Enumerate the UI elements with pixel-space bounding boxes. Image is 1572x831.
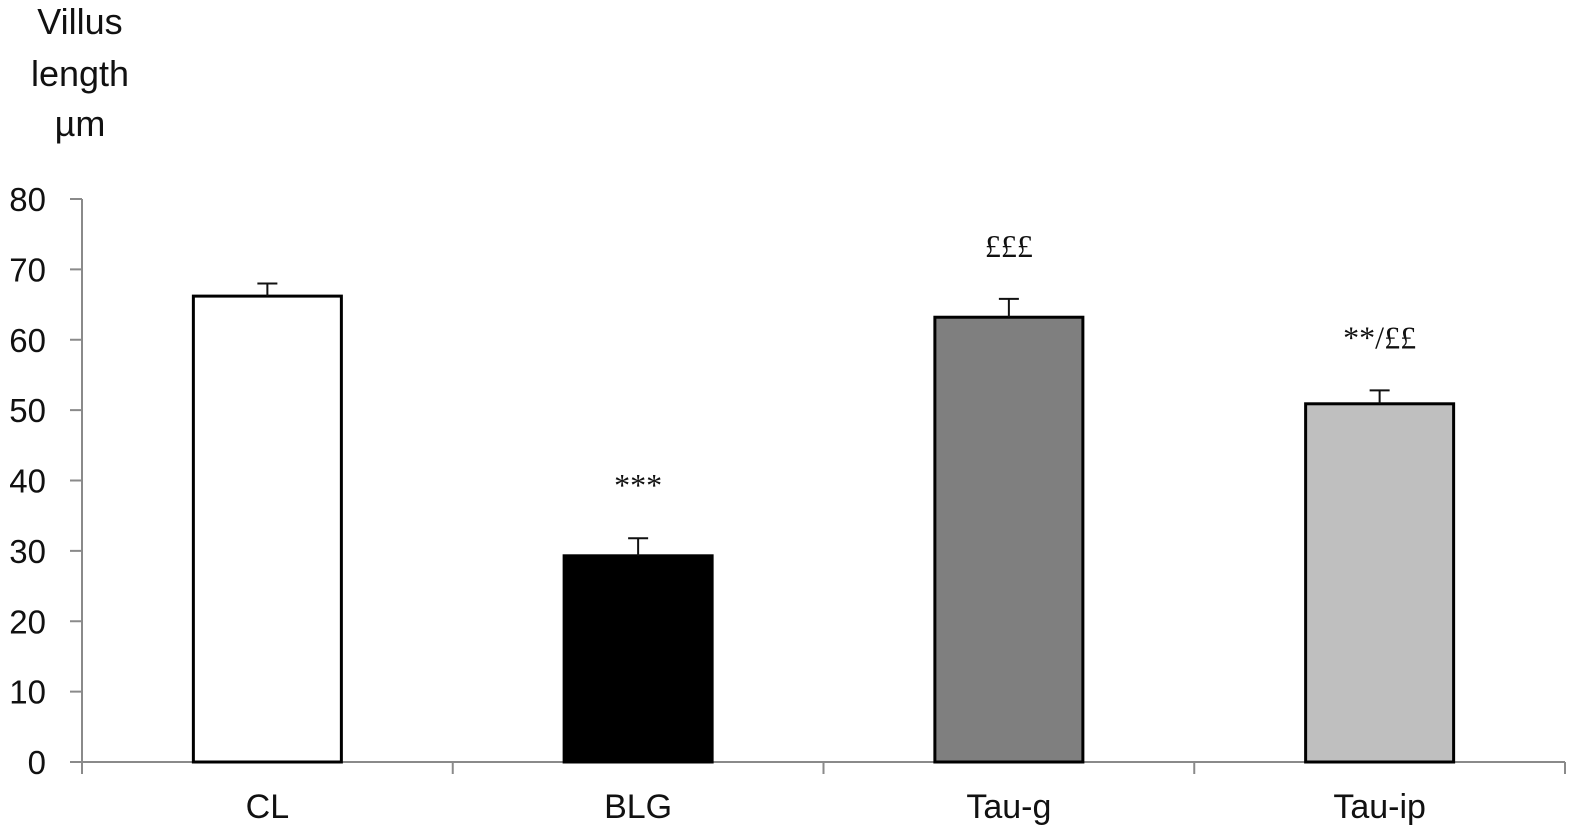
y-tick-label: 0 [28, 744, 46, 781]
labels: 0 10 20 30 40 50 60 70 80 CL *** BLG £££ Tau-g **/££ Ta… [9, 181, 1426, 826]
y-axis-title-line-3: µm [55, 103, 106, 144]
category-label: Tau-ip [1333, 788, 1426, 826]
y-tick-label: 40 [9, 463, 46, 500]
bar-tau-g [933, 315, 1085, 764]
y-tick-label: 10 [9, 674, 46, 711]
y-tick-label: 50 [9, 392, 46, 429]
y-axis-title: Villus length µm [31, 1, 129, 144]
bars [191, 282, 1456, 764]
significance-annotation: **/££ [1343, 319, 1416, 355]
y-tick-label: 20 [9, 603, 46, 640]
bar-cl [191, 294, 343, 764]
significance-annotation: £££ [985, 228, 1033, 264]
y-tick-label: 60 [9, 322, 46, 359]
y-axis-title-line-2: length [31, 53, 129, 94]
category-label: CL [246, 788, 289, 826]
bar-blg [562, 554, 714, 764]
y-tick-label: 30 [9, 533, 46, 570]
category-label: Tau-g [966, 788, 1051, 826]
category-label: BLG [604, 788, 672, 826]
significance-annotation: *** [614, 467, 662, 503]
y-tick-label: 80 [9, 181, 46, 218]
y-tick-label: 70 [9, 251, 46, 288]
bar-tau-ip [1304, 402, 1456, 764]
y-axis-title-line-1: Villus [37, 1, 122, 42]
